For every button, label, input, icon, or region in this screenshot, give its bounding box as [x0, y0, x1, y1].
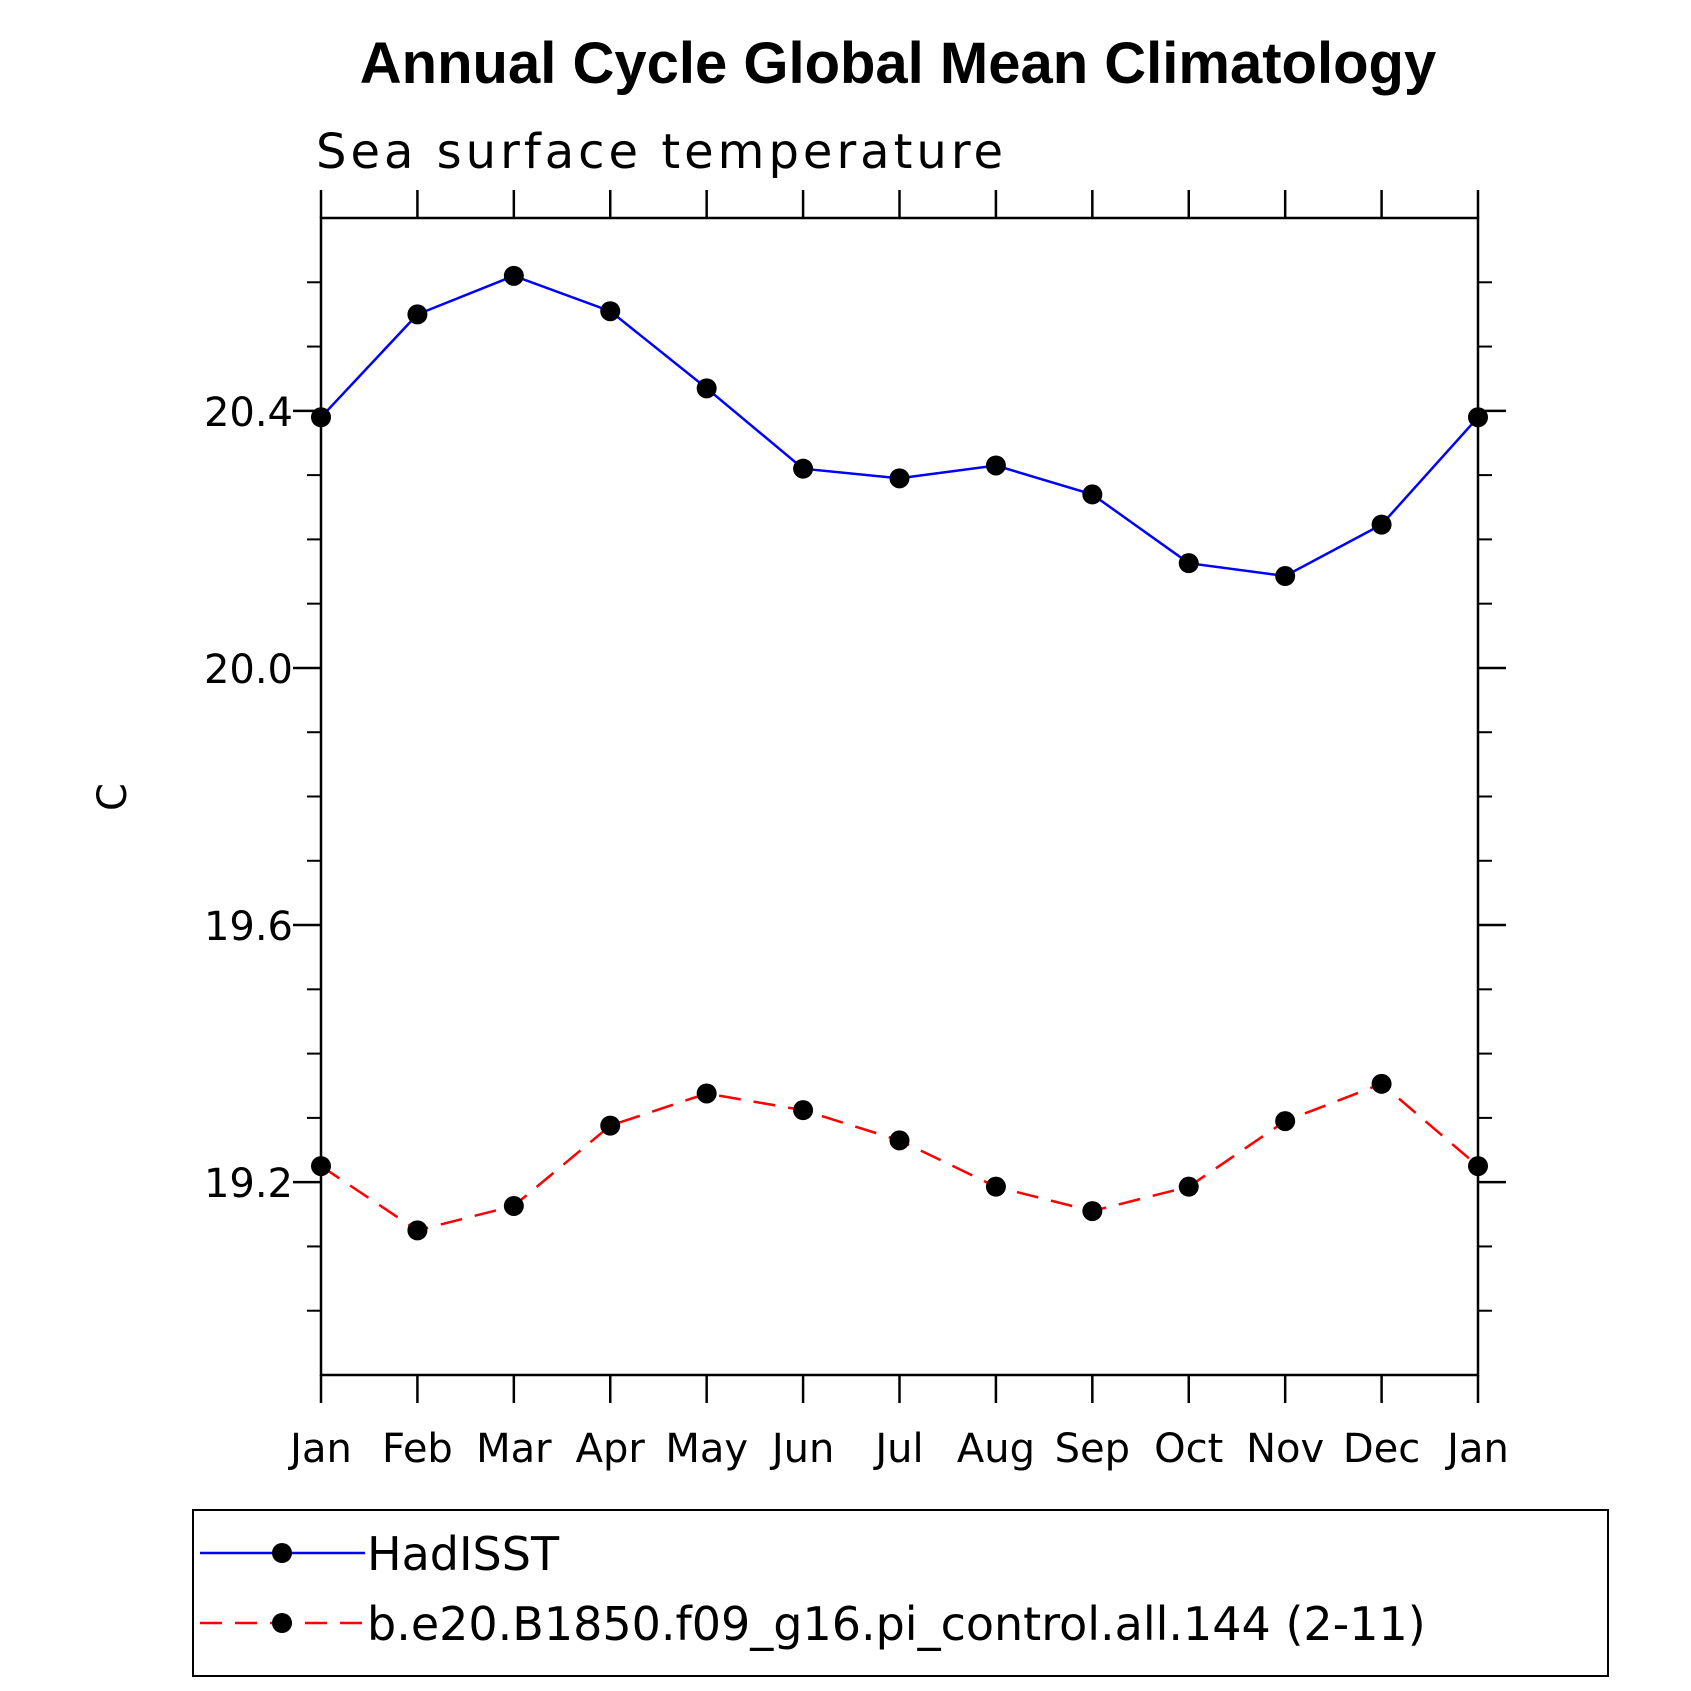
x-tick-label: Oct	[1154, 1426, 1223, 1472]
x-tick-label: Dec	[1343, 1426, 1420, 1472]
x-tick-label: Jun	[769, 1426, 835, 1472]
series-2-point	[889, 1130, 910, 1151]
legend-marker-1	[272, 1543, 292, 1563]
legend-label-2: b.e20.B1850.f09_g16.pi_control.all.144 (…	[367, 1597, 1426, 1651]
x-tick-label: Jan	[1444, 1426, 1509, 1472]
series-2-point	[600, 1115, 621, 1136]
y-tick-label: 20.4	[204, 390, 293, 436]
series-1-point	[889, 468, 910, 489]
series-layer	[311, 265, 1488, 1241]
series-1-point	[985, 455, 1006, 476]
x-tick-label: Mar	[476, 1426, 552, 1472]
series-line-2	[320, 1082, 1479, 1232]
series-2-point	[1468, 1156, 1488, 1177]
series-1-point	[1468, 407, 1488, 428]
series-2-point	[696, 1083, 717, 1104]
legend-box	[192, 1509, 1609, 1677]
x-tick-label: Jul	[872, 1426, 923, 1472]
series-1-point	[793, 458, 814, 479]
y-tick-label: 19.6	[204, 904, 293, 950]
series-2-point	[407, 1220, 428, 1241]
series-1-point	[1275, 566, 1296, 587]
series-2-point	[1275, 1111, 1296, 1132]
series-2-point	[1082, 1201, 1103, 1222]
legend-label-1: HadISST	[367, 1527, 560, 1581]
series-1-point	[311, 407, 331, 428]
legend-marker-2	[272, 1613, 292, 1633]
series-2-point	[985, 1176, 1006, 1197]
series-line-1	[320, 274, 1479, 578]
x-tick-label: Aug	[957, 1426, 1035, 1472]
y-axis-label: C	[90, 783, 136, 811]
series-2-point	[793, 1100, 814, 1121]
x-tick-label: May	[665, 1426, 748, 1472]
chart-title: Annual Cycle Global Mean Climatology	[360, 31, 1436, 96]
x-tick-label: Feb	[382, 1426, 453, 1472]
plot-frame	[319, 216, 1480, 1377]
x-tick-label: Apr	[576, 1426, 646, 1472]
x-tick-label: Nov	[1246, 1426, 1324, 1472]
x-tick-label: Jan	[287, 1426, 352, 1472]
series-2-point	[1178, 1176, 1199, 1197]
series-2-point	[311, 1156, 331, 1177]
series-1-point	[1178, 553, 1199, 574]
series-2-point	[1371, 1073, 1392, 1094]
series-1-point	[1082, 484, 1103, 505]
series-2-point	[503, 1195, 524, 1216]
series-1-point	[696, 378, 717, 399]
legend: HadISST b.e20.B1850.f09_g16.pi_control.al…	[200, 1527, 1426, 1651]
y-tick-label: 19.2	[204, 1161, 293, 1207]
x-tick-label: Sep	[1055, 1426, 1130, 1472]
axes: Jan Feb Mar Apr May Jun Jul Aug Sep Oct Nov Dec Jan 2…	[204, 190, 1509, 1472]
series-1-point	[407, 304, 428, 325]
series-1-point	[1371, 514, 1392, 535]
chart-subtitle: Sea surface temperature	[316, 124, 1007, 180]
y-tick-label: 20.0	[204, 647, 293, 693]
series-1-point	[503, 265, 524, 286]
series-1-point	[600, 301, 621, 322]
